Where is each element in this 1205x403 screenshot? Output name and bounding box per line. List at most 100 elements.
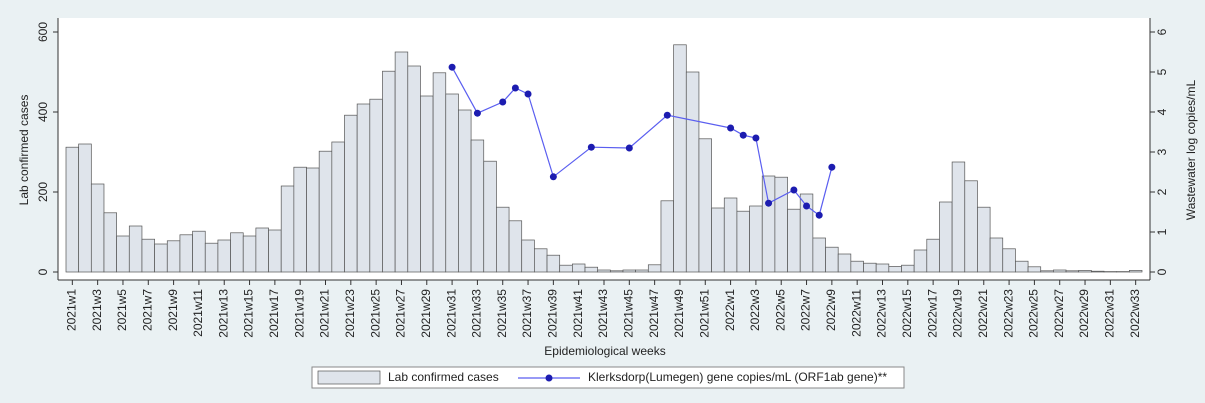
bar bbox=[521, 239, 535, 273]
y2-tick-label: 1 bbox=[1155, 228, 1169, 235]
bar bbox=[736, 210, 750, 273]
bar bbox=[356, 103, 371, 273]
legend-box bbox=[311, 366, 905, 389]
y-tick-label: 400 bbox=[36, 102, 50, 122]
bar bbox=[445, 93, 459, 273]
x-tick-label: 2021w41 bbox=[571, 289, 585, 338]
bar bbox=[964, 180, 978, 273]
bar bbox=[812, 237, 826, 273]
bar bbox=[318, 150, 333, 273]
bar bbox=[1040, 270, 1054, 273]
x-tick-label: 2021w37 bbox=[520, 289, 534, 338]
bar bbox=[597, 269, 611, 273]
bar bbox=[154, 243, 168, 273]
bar bbox=[799, 193, 814, 273]
bar bbox=[432, 72, 447, 273]
bar bbox=[458, 109, 472, 273]
bar bbox=[255, 227, 269, 273]
bar bbox=[483, 160, 497, 273]
marker bbox=[727, 124, 735, 132]
bar bbox=[116, 235, 130, 273]
bar bbox=[1002, 248, 1016, 273]
bar bbox=[78, 143, 92, 273]
bar bbox=[1078, 270, 1092, 273]
bar bbox=[331, 141, 345, 273]
bar bbox=[825, 246, 839, 273]
bar bbox=[837, 253, 852, 273]
legend-swatch bbox=[317, 370, 381, 385]
x-tick-label: 2022w7 bbox=[799, 289, 813, 331]
y-tick-label: 200 bbox=[36, 182, 50, 202]
x-tick-label: 2022w5 bbox=[773, 289, 787, 331]
y2-axis-title: Wastewater log copies/mL bbox=[1184, 80, 1198, 221]
bar bbox=[217, 239, 231, 273]
bar bbox=[774, 176, 788, 273]
bar bbox=[1091, 270, 1105, 273]
x-tick-label: 2021w5 bbox=[115, 289, 129, 331]
y2-tick-label: 6 bbox=[1155, 28, 1169, 35]
x-tick-label: 2022w33 bbox=[1128, 289, 1142, 338]
x-tick-label: 2022w1 bbox=[723, 289, 737, 331]
legend-label: Klerksdorp(Lumegen) gene copies/mL (ORF1… bbox=[588, 370, 887, 384]
x-tick-label: 2022w25 bbox=[1027, 289, 1041, 338]
bar bbox=[496, 206, 510, 273]
bar bbox=[635, 269, 649, 273]
bar bbox=[204, 242, 219, 273]
bar bbox=[723, 197, 738, 273]
bar bbox=[863, 262, 877, 273]
x-tick-label: 2021w13 bbox=[216, 289, 230, 338]
bar bbox=[685, 71, 700, 273]
x-tick-label: 2022w11 bbox=[849, 289, 863, 337]
bar bbox=[280, 185, 295, 273]
bar bbox=[749, 205, 763, 273]
x-tick-label: 2021w7 bbox=[140, 289, 154, 331]
marker bbox=[448, 63, 456, 71]
bar bbox=[179, 234, 193, 273]
x-tick-label: 2021w35 bbox=[495, 289, 509, 338]
bar bbox=[660, 200, 674, 273]
marker bbox=[790, 186, 798, 194]
marker bbox=[549, 173, 557, 181]
marker bbox=[765, 199, 773, 207]
bar bbox=[90, 183, 105, 273]
bar bbox=[926, 238, 940, 273]
bar bbox=[1065, 270, 1080, 273]
bar bbox=[407, 65, 421, 273]
x-tick-label: 2022w23 bbox=[1001, 289, 1015, 338]
marker bbox=[828, 163, 836, 171]
x-tick-label: 2021w33 bbox=[470, 289, 484, 338]
bar bbox=[293, 166, 307, 273]
bar bbox=[939, 201, 953, 273]
y2-tick-label: 5 bbox=[1155, 68, 1169, 75]
marker bbox=[739, 131, 747, 139]
legend-marker bbox=[545, 374, 553, 382]
x-tick-label: 2021w15 bbox=[242, 289, 256, 338]
x-tick-label: 2021w51 bbox=[697, 289, 711, 338]
bar bbox=[951, 161, 966, 273]
x-tick-label: 2022w21 bbox=[976, 289, 990, 338]
x-tick-label: 2022w29 bbox=[1077, 289, 1091, 338]
x-axis-title: Epidemiological weeks bbox=[544, 344, 665, 358]
x-tick-label: 2021w9 bbox=[166, 289, 180, 331]
bar bbox=[850, 260, 864, 273]
bar bbox=[344, 114, 358, 273]
bar bbox=[647, 264, 662, 273]
y-axis-title: Lab confirmed cases bbox=[17, 95, 31, 206]
x-tick-label: 2021w43 bbox=[596, 289, 610, 338]
bar bbox=[622, 269, 636, 273]
bar bbox=[268, 229, 282, 273]
y-tick-label: 0 bbox=[36, 268, 50, 275]
bar bbox=[673, 44, 687, 273]
x-tick-label: 2021w39 bbox=[546, 289, 560, 338]
bar bbox=[1053, 269, 1067, 273]
bar bbox=[382, 70, 396, 273]
x-tick-label: 2021w3 bbox=[90, 289, 104, 331]
bar bbox=[508, 220, 523, 273]
marker bbox=[499, 98, 507, 106]
bar bbox=[1128, 270, 1143, 273]
bar bbox=[65, 146, 80, 273]
bar bbox=[1015, 260, 1029, 273]
bar bbox=[141, 238, 155, 273]
marker bbox=[587, 143, 595, 151]
bar bbox=[546, 254, 561, 273]
